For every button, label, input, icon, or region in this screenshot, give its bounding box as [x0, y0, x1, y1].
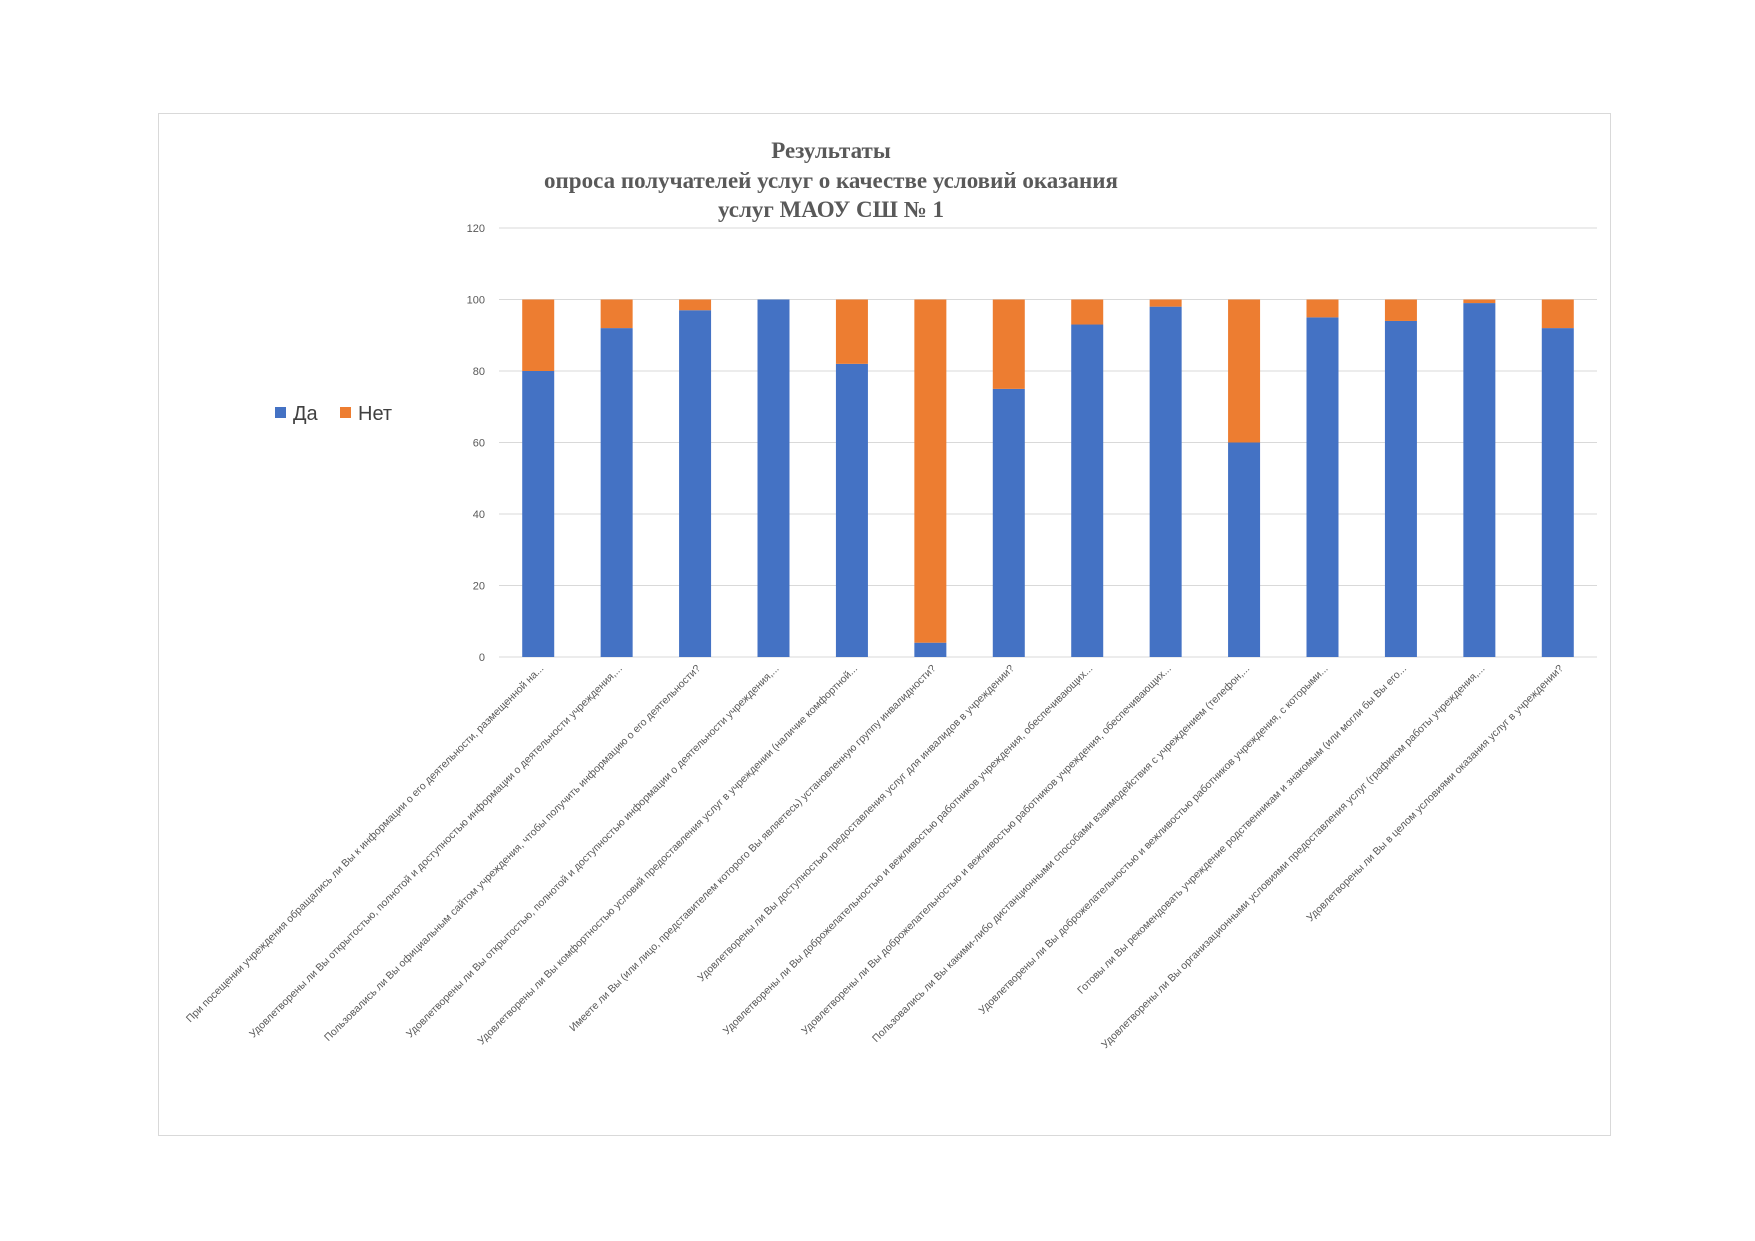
bar-net-14 [1541, 299, 1574, 329]
bar-net-7 [992, 299, 1025, 389]
legend-label-net: Нет [358, 403, 392, 425]
bars [522, 299, 1574, 657]
bar-da-3 [679, 310, 712, 657]
y-axis-tick-labels: 0 20 40 60 80 100 120 [467, 223, 485, 664]
chart-title-line-2: опроса получателей услуг о качестве усло… [544, 168, 1118, 193]
x-category-label-1: При посещении учреждения обращались ли В… [184, 663, 546, 1025]
x-category-label-9: Удовлетворены ли Вы доброжелательностью … [799, 663, 1174, 1038]
chart-svg: Результаты опроса получателей услуг о ка… [184, 138, 1597, 1051]
chart-frame: Результаты опроса получателей услуг о ка… [158, 113, 1611, 1136]
chart-title-line-3: услуг МАОУ СШ № 1 [718, 197, 944, 222]
bar-net-13 [1463, 299, 1496, 304]
bar-net-12 [1384, 299, 1417, 321]
x-category-label-4: Удовлетворены ли Вы открытостью, полното… [404, 663, 782, 1041]
x-category-label-6: Имеете ли Вы (или лицо, представителем к… [567, 663, 938, 1034]
bar-net-11 [1306, 299, 1339, 318]
bar-net-9 [1149, 299, 1182, 307]
bar-da-13 [1463, 303, 1496, 657]
y-tick-label: 0 [479, 652, 485, 664]
legend-swatch-da [275, 407, 286, 418]
bar-da-4 [757, 299, 790, 657]
x-category-label-5: Удовлетворены ли Вы комфортностью услови… [475, 663, 860, 1048]
bar-net-6 [914, 299, 947, 643]
x-category-label-3: Пользовались ли Вы официальным сайтом уч… [322, 663, 703, 1044]
legend: Да Нет [275, 403, 392, 425]
bar-net-8 [1071, 299, 1104, 325]
x-axis-category-labels: При посещении учреждения обращались ли В… [184, 663, 1566, 1051]
x-category-label-14: Удовлетворены ли Вы в целом условиями ок… [1304, 663, 1566, 925]
bar-da-9 [1149, 306, 1182, 657]
y-tick-label: 60 [473, 438, 485, 450]
x-category-label-13: Удовлетворены ли Вы организационными усл… [1099, 663, 1487, 1051]
y-tick-label: 120 [467, 223, 485, 235]
bar-net-2 [600, 299, 633, 329]
x-category-label-8: Удовлетворены ли Вы доброжелательностью … [721, 663, 1096, 1038]
y-tick-label: 80 [473, 366, 485, 378]
bar-da-5 [835, 363, 868, 657]
y-tick-label: 40 [473, 509, 485, 521]
bar-net-3 [679, 299, 712, 311]
x-category-label-2: Удовлетворены ли Вы открытостью, полното… [247, 663, 625, 1041]
bar-da-11 [1306, 317, 1339, 657]
bar-da-7 [992, 388, 1025, 657]
chart-title-line-1: Результаты [771, 138, 891, 163]
bar-net-1 [522, 299, 555, 371]
legend-swatch-net [340, 407, 351, 418]
x-category-label-7: Удовлетворены ли Вы доступностью предост… [695, 663, 1017, 985]
bar-net-10 [1228, 299, 1261, 443]
bar-da-1 [522, 371, 555, 657]
bar-da-6 [914, 642, 947, 657]
x-category-label-11: Удовлетворены ли Вы доброжелательностью … [976, 663, 1330, 1017]
bar-da-8 [1071, 324, 1104, 657]
y-tick-label: 20 [473, 581, 485, 593]
x-category-label-10: Пользовались ли Вы какими-либо дистанцио… [870, 663, 1252, 1045]
gridlines [499, 227, 1597, 658]
bar-da-2 [600, 328, 633, 657]
chart-title: Результаты опроса получателей услуг о ка… [544, 138, 1118, 222]
bar-da-10 [1228, 442, 1261, 657]
bar-net-5 [835, 299, 868, 364]
bar-da-14 [1541, 328, 1574, 657]
legend-label-da: Да [293, 403, 319, 425]
bar-da-12 [1384, 320, 1417, 657]
y-tick-label: 100 [467, 295, 485, 307]
